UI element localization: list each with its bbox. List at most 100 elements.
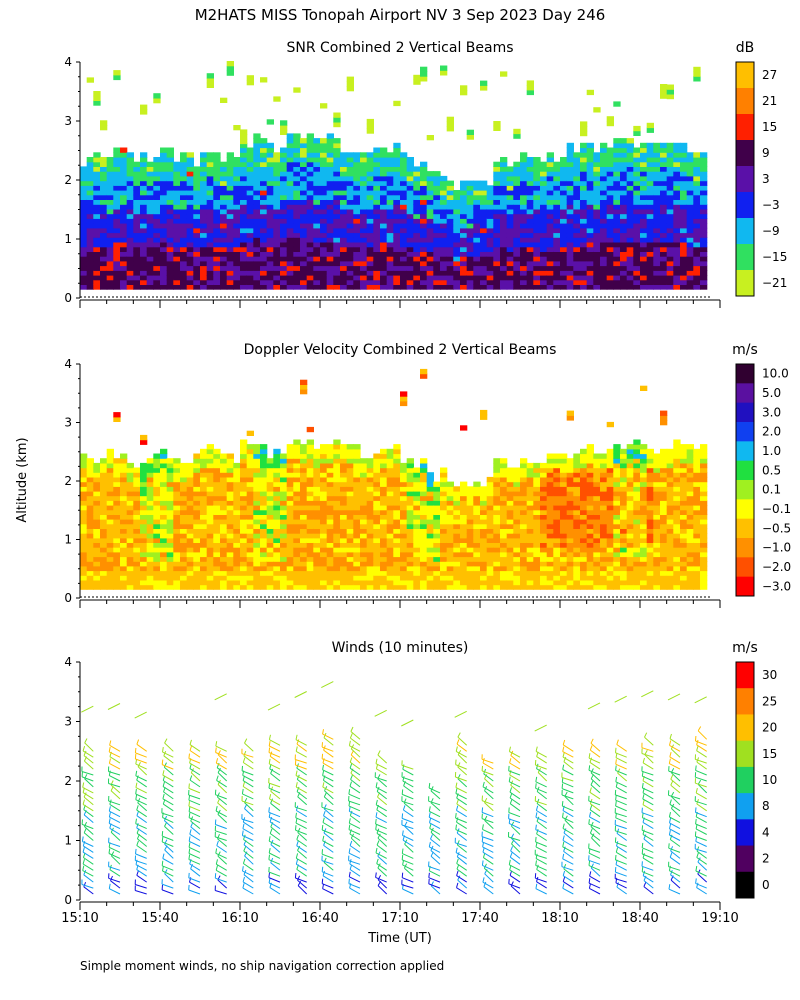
heatmap-cell [246, 279, 254, 285]
heatmap-cell [120, 579, 128, 586]
heatmap-cell [286, 579, 294, 586]
heatmap-cell [453, 190, 461, 196]
heatmap-cell [520, 161, 528, 167]
heatmap-cell [433, 284, 441, 290]
heatmap-cell [286, 509, 294, 515]
heatmap-cell [100, 462, 108, 469]
heatmap-cell [346, 486, 354, 492]
heatmap-cell [126, 490, 134, 497]
heatmap-cell [680, 251, 688, 257]
heatmap-cell [286, 256, 294, 262]
heatmap-cell [586, 265, 594, 271]
heatmap-cell [326, 256, 334, 262]
heatmap-cell [280, 213, 288, 219]
heatmap-cell [253, 519, 261, 525]
heatmap-cell [193, 514, 201, 520]
heatmap-cell [133, 218, 141, 224]
heatmap-cell [453, 213, 461, 219]
heatmap-cell [553, 537, 561, 543]
heatmap-cell [166, 514, 174, 520]
heatmap-cell [393, 270, 401, 276]
heatmap-cell [553, 227, 561, 234]
heatmap-cell [566, 171, 574, 177]
heatmap-cell [300, 514, 308, 520]
heatmap-cell [200, 199, 208, 205]
heatmap-cell [620, 142, 628, 149]
heatmap-cell [166, 166, 174, 172]
heatmap-cell [546, 528, 554, 534]
heatmap-cell [346, 495, 354, 501]
heatmap-cell [453, 519, 461, 525]
heatmap-cell [86, 537, 94, 543]
heatmap-cell [160, 284, 168, 290]
heatmap-cell [180, 157, 188, 163]
heatmap-cell [360, 514, 368, 520]
heatmap-cell [393, 152, 401, 158]
heatmap-cell [433, 584, 441, 590]
heatmap-cell [86, 157, 94, 163]
heatmap-cell [553, 556, 561, 562]
heatmap-cell [553, 270, 561, 276]
heatmap-cell [286, 223, 294, 229]
heatmap-cell [506, 180, 514, 186]
heatmap-cell [533, 505, 541, 511]
heatmap-cell [626, 152, 634, 158]
heatmap-cell [166, 533, 174, 539]
heatmap-cell [266, 490, 274, 497]
heatmap-cell [626, 275, 634, 281]
heatmap-cell [460, 509, 468, 515]
heatmap-cell [326, 227, 334, 234]
heatmap-cell [173, 462, 181, 469]
heatmap-cell [573, 570, 581, 576]
heatmap-cell [640, 251, 648, 257]
heatmap-cell [586, 161, 594, 167]
heatmap-cell [580, 199, 588, 205]
heatmap-cell [293, 523, 301, 529]
heatmap-cell [173, 500, 181, 506]
heatmap-cell [306, 256, 314, 262]
heatmap-cell [320, 190, 328, 196]
heatmap-cell [513, 476, 521, 483]
heatmap-cell [420, 481, 428, 487]
heatmap-cell [566, 486, 574, 492]
heatmap-cell [146, 256, 154, 262]
heatmap-cell [206, 284, 214, 290]
heatmap-cell [500, 551, 508, 558]
heatmap-cell [586, 89, 594, 96]
heatmap-cell [446, 237, 454, 243]
heatmap-cell [526, 561, 534, 567]
heatmap-cell [333, 152, 341, 158]
heatmap-cell [260, 251, 268, 257]
heatmap-cell [353, 218, 361, 224]
heatmap-cell [400, 256, 408, 262]
heatmap-cell [340, 190, 348, 196]
heatmap-cell [606, 223, 614, 229]
heatmap-cell [326, 190, 334, 196]
heatmap-cell [280, 284, 288, 290]
heatmap-cell [393, 547, 401, 553]
heatmap-cell [560, 166, 568, 172]
heatmap-cell [493, 251, 501, 257]
heatmap-cell [373, 157, 381, 163]
heatmap-cell [386, 171, 394, 177]
heatmap-cell [340, 481, 348, 487]
heatmap-cell [473, 542, 481, 548]
heatmap-cell [120, 161, 128, 167]
heatmap-cell [346, 462, 354, 469]
heatmap-cell [580, 130, 588, 137]
heatmap-cell [633, 246, 641, 252]
heatmap-cell [413, 547, 421, 553]
heatmap-cell [546, 481, 554, 487]
heatmap-cell [140, 490, 148, 497]
heatmap-cell [286, 147, 294, 153]
heatmap-cell [306, 218, 314, 224]
heatmap-cell [240, 180, 248, 186]
heatmap-cell [693, 223, 701, 229]
heatmap-cell [86, 185, 94, 191]
heatmap-cell [300, 208, 308, 215]
heatmap-cell [300, 519, 308, 525]
heatmap-cell [520, 242, 528, 248]
heatmap-cell [240, 523, 248, 529]
heatmap-cell [133, 523, 141, 529]
heatmap-cell [413, 523, 421, 529]
